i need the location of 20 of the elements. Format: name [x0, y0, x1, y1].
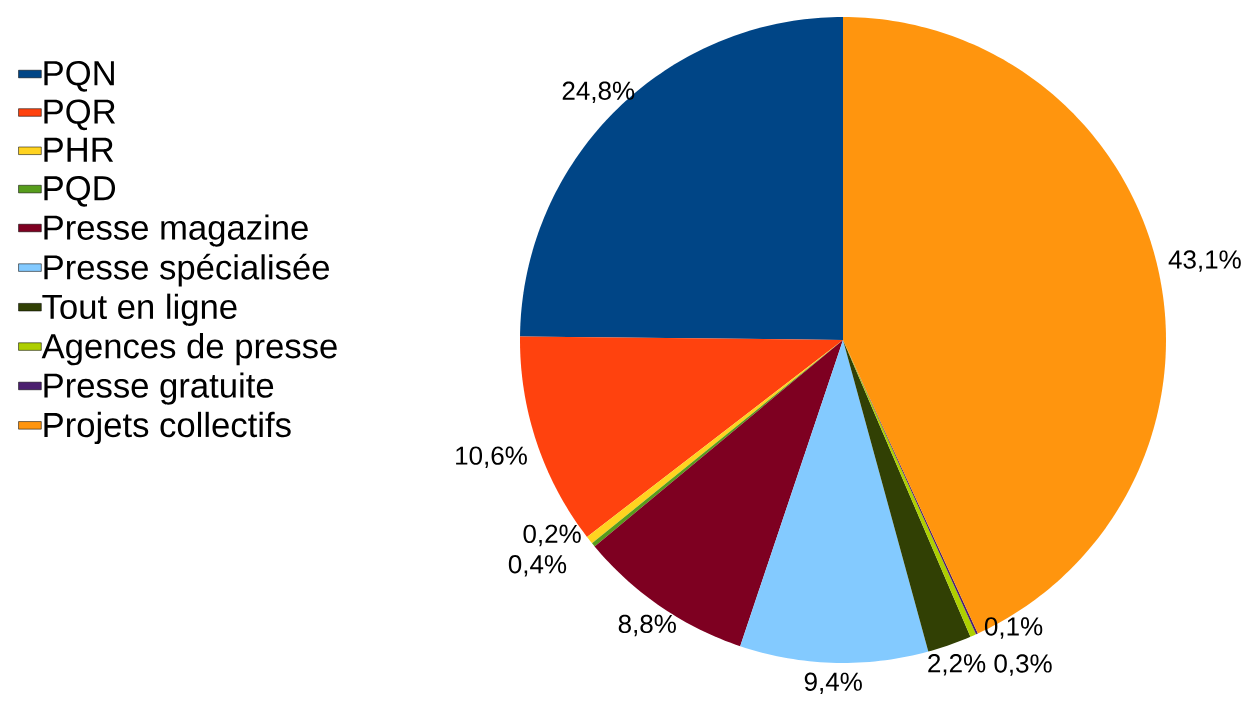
data-label: 8,8%: [618, 614, 676, 637]
data-label: 24,8%: [562, 81, 635, 103]
data-label: 0,1%: [984, 617, 1043, 639]
data-label: 10,6%: [456, 446, 527, 468]
data-label: 0,3%: [994, 654, 1052, 676]
legend-label: Tout en ligne: [42, 293, 237, 326]
legend-label: Agences de presse: [41, 333, 337, 366]
legend-label: PQD: [44, 175, 116, 207]
data-label: 43,1%: [1168, 250, 1241, 272]
legend-label: PQR: [44, 99, 116, 131]
legend-label: Presse spécialisée: [44, 253, 329, 287]
data-label: 2,2%: [928, 654, 986, 676]
legend-label: Presse gratuite: [44, 372, 274, 405]
legend-label: Projets collectifs: [44, 411, 291, 445]
legend-label: Presse magazine: [44, 214, 308, 247]
legend-label: PQN: [44, 60, 114, 92]
data-label: 0,4%: [508, 555, 567, 577]
legend-label: PHR: [44, 137, 114, 162]
data-label: 9,4%: [804, 672, 862, 695]
data-label: 0,2%: [523, 524, 581, 547]
